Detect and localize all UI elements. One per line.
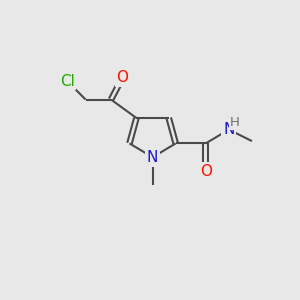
Text: O: O (117, 70, 129, 85)
Text: N: N (147, 150, 158, 165)
Text: N: N (223, 122, 235, 137)
Text: Cl: Cl (60, 74, 75, 88)
Text: H: H (230, 116, 240, 129)
Text: O: O (200, 164, 212, 178)
